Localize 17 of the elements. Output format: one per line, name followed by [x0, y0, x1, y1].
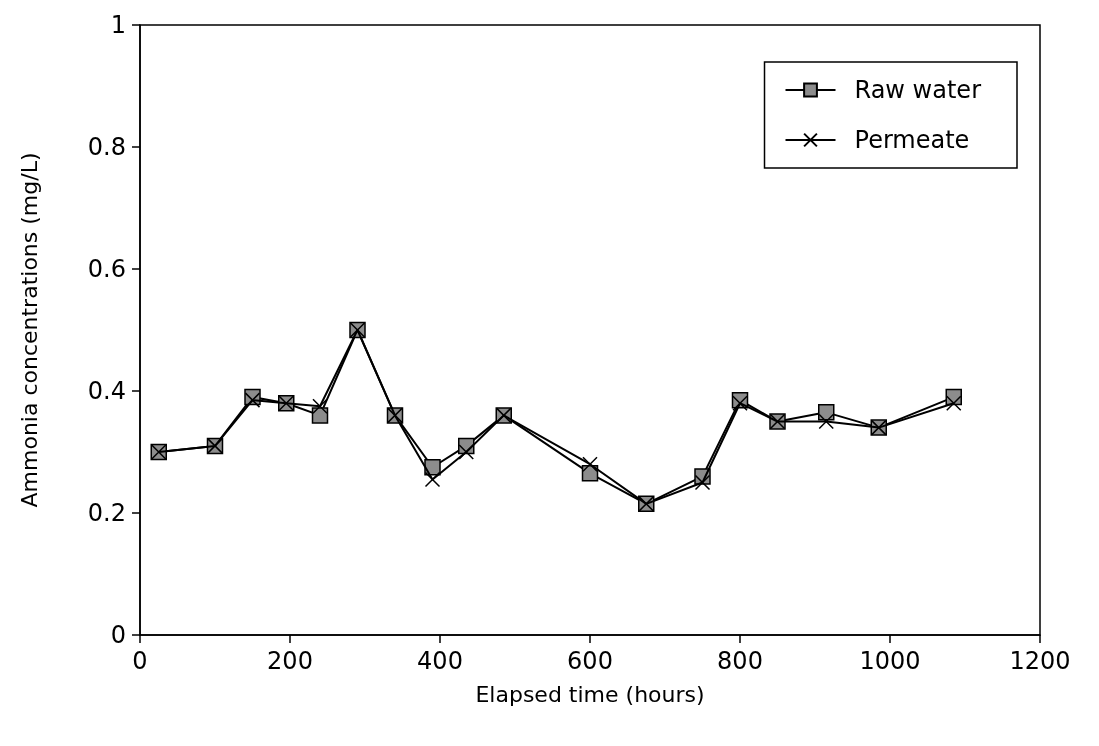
legend-label: Raw water	[854, 76, 982, 104]
y-tick-label: 0.2	[87, 499, 126, 527]
x-tick-label: 400	[417, 647, 463, 675]
y-axis-title: Ammonia concentrations (mg/L)	[16, 152, 42, 508]
x-tick-label: 1000	[859, 647, 921, 675]
y-tick-label: 0.4	[87, 377, 126, 405]
x-tick-label: 0	[132, 647, 148, 675]
y-tick-label: 0.8	[87, 133, 126, 161]
x-tick-label: 800	[717, 647, 763, 675]
legend-label: Permeate	[854, 126, 970, 154]
y-tick-label: 1	[110, 11, 126, 39]
y-tick-label: 0.6	[87, 255, 126, 283]
x-tick-label: 1200	[1009, 647, 1071, 675]
y-tick-label: 0	[110, 621, 126, 649]
x-axis-title: Elapsed time (hours)	[475, 681, 705, 707]
x-tick-label: 200	[267, 647, 313, 675]
x-tick-label: 600	[567, 647, 613, 675]
